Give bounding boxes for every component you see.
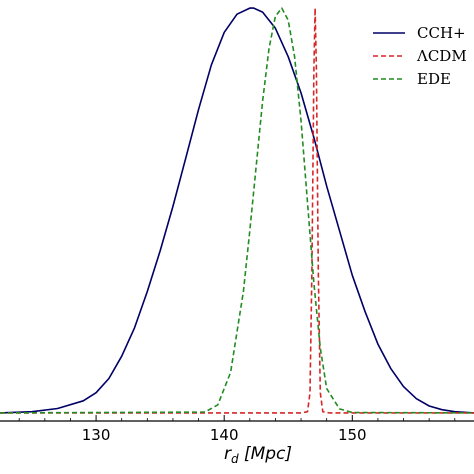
plot-area bbox=[0, 7, 474, 414]
legend-label-2: EDE bbox=[417, 70, 451, 88]
series-line-1 bbox=[0, 7, 474, 414]
legend-label-1: ΛCDM bbox=[416, 47, 467, 65]
legend-label-0: CCH+ bbox=[417, 24, 466, 42]
series-line-0 bbox=[0, 7, 474, 414]
x-tick-label-2: 150 bbox=[338, 426, 367, 444]
x-tick-label-0: 130 bbox=[82, 426, 111, 444]
series-line-2 bbox=[0, 7, 474, 414]
x-axis-label: rd [Mpc] bbox=[224, 444, 292, 466]
x-axis: 130 140 150 bbox=[0, 415, 474, 444]
x-tick-label-1: 140 bbox=[210, 426, 239, 444]
legend: CCH+ ΛCDM EDE bbox=[373, 24, 467, 88]
